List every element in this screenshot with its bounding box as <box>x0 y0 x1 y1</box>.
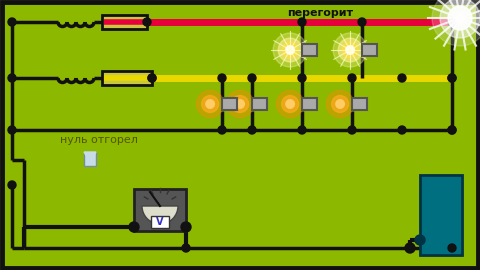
Text: V: V <box>156 217 164 227</box>
Circle shape <box>348 74 356 82</box>
Circle shape <box>129 222 139 232</box>
FancyBboxPatch shape <box>362 44 377 56</box>
Circle shape <box>348 126 356 134</box>
Circle shape <box>286 46 294 54</box>
Circle shape <box>332 96 348 113</box>
Circle shape <box>358 18 366 26</box>
FancyBboxPatch shape <box>84 152 96 166</box>
Circle shape <box>448 126 456 134</box>
Circle shape <box>248 126 256 134</box>
Circle shape <box>143 18 151 26</box>
Circle shape <box>196 90 224 118</box>
FancyBboxPatch shape <box>302 98 317 110</box>
Circle shape <box>218 126 226 134</box>
Circle shape <box>218 74 226 82</box>
Circle shape <box>8 181 16 189</box>
Circle shape <box>338 38 362 62</box>
Circle shape <box>398 126 406 134</box>
FancyBboxPatch shape <box>102 71 152 85</box>
Circle shape <box>448 18 456 26</box>
Circle shape <box>236 100 244 108</box>
Circle shape <box>326 90 354 118</box>
Circle shape <box>273 33 307 67</box>
FancyBboxPatch shape <box>222 98 237 110</box>
Circle shape <box>8 18 16 26</box>
Circle shape <box>282 96 299 113</box>
Circle shape <box>405 243 415 253</box>
Circle shape <box>148 74 156 82</box>
Circle shape <box>202 96 218 113</box>
Circle shape <box>286 100 294 108</box>
Circle shape <box>448 18 456 26</box>
FancyBboxPatch shape <box>420 175 462 255</box>
Circle shape <box>432 0 480 46</box>
Circle shape <box>440 0 480 38</box>
Circle shape <box>148 74 156 82</box>
Circle shape <box>336 100 344 108</box>
Circle shape <box>182 244 190 252</box>
Circle shape <box>333 33 367 67</box>
FancyBboxPatch shape <box>302 44 317 56</box>
FancyBboxPatch shape <box>134 189 186 231</box>
FancyBboxPatch shape <box>102 15 147 29</box>
Circle shape <box>298 126 306 134</box>
FancyBboxPatch shape <box>252 98 267 110</box>
Circle shape <box>342 42 358 58</box>
Circle shape <box>346 46 354 54</box>
Circle shape <box>206 100 215 108</box>
Circle shape <box>448 6 472 30</box>
Circle shape <box>227 90 254 118</box>
Circle shape <box>278 38 302 62</box>
Circle shape <box>248 74 256 82</box>
Circle shape <box>8 74 16 82</box>
Circle shape <box>448 244 456 252</box>
FancyBboxPatch shape <box>352 98 367 110</box>
Text: перегорит: перегорит <box>287 8 353 18</box>
Circle shape <box>415 235 425 245</box>
Circle shape <box>231 96 249 113</box>
Circle shape <box>448 74 456 82</box>
Circle shape <box>8 126 16 134</box>
FancyBboxPatch shape <box>151 216 169 228</box>
Polygon shape <box>84 152 96 162</box>
Circle shape <box>298 18 306 26</box>
Circle shape <box>282 42 298 58</box>
Circle shape <box>448 74 456 82</box>
Circle shape <box>298 74 306 82</box>
Text: нуль отгорел: нуль отгорел <box>60 135 138 145</box>
Circle shape <box>398 74 406 82</box>
Circle shape <box>448 126 456 134</box>
Wedge shape <box>142 206 178 224</box>
Circle shape <box>181 222 191 232</box>
Circle shape <box>276 90 304 118</box>
